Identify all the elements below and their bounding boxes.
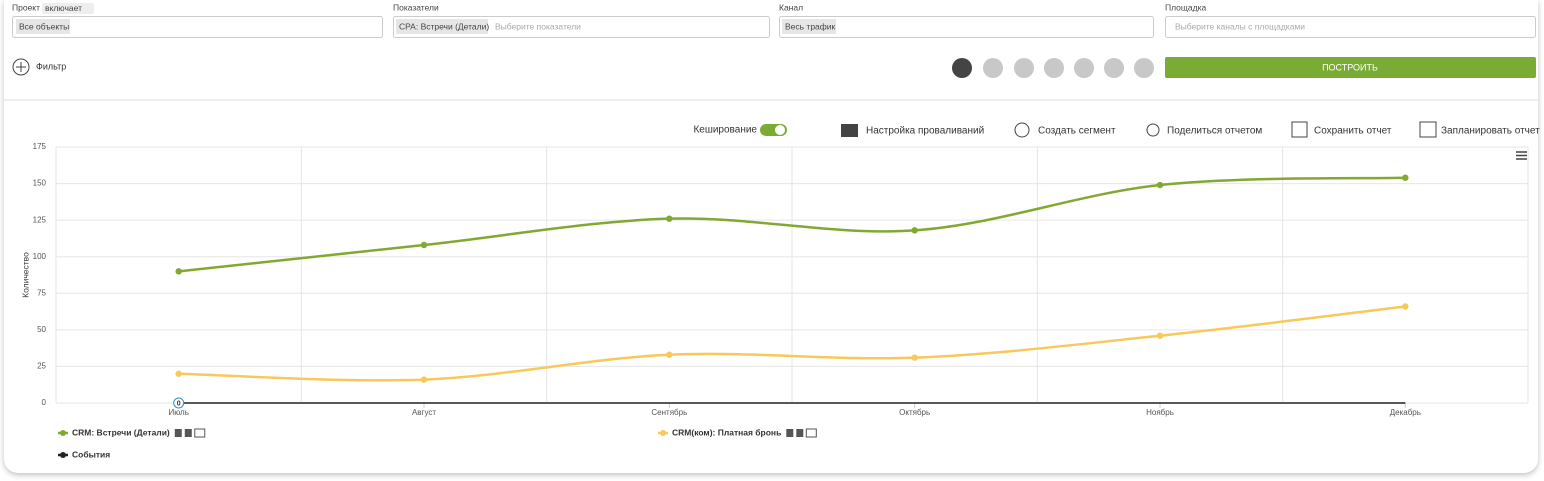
placeholder: Выберите показатели — [495, 21, 581, 31]
series-line — [178, 176, 1406, 273]
toolbar-item[interactable]: Сохранить отчет — [1314, 126, 1392, 137]
y-axis-title: Количество — [20, 252, 30, 298]
legend-label[interactable]: События — [72, 449, 110, 459]
point — [1156, 332, 1164, 339]
x-tick-label: Ноябрь — [1146, 408, 1174, 417]
legend-type-icon[interactable] — [805, 428, 817, 438]
tag-text: CPA: Встречи (Детали) — [399, 21, 489, 31]
toolbar-icon — [841, 124, 858, 137]
x-tick-label: Октябрь — [899, 408, 930, 417]
point — [175, 370, 182, 377]
x-tick-label: Август — [412, 408, 436, 417]
toolbar-item[interactable]: Поделиться отчетом — [1167, 126, 1262, 137]
y-tick-label: 25 — [37, 362, 46, 371]
tag — [396, 19, 488, 34]
chart-icon[interactable] — [1014, 58, 1034, 78]
chart-type-icons — [952, 58, 1154, 78]
legend-type-icon[interactable] — [796, 429, 804, 437]
y-tick-label: 75 — [37, 288, 46, 297]
select[interactable] — [12, 16, 383, 38]
chart-menu[interactable] — [1516, 151, 1527, 160]
legend-type-icon[interactable] — [174, 429, 182, 437]
toolbar-item[interactable]: Создать сегмент — [1038, 126, 1116, 137]
add-filter-icon[interactable] — [12, 58, 30, 76]
y-tick-label: 50 — [37, 325, 46, 334]
qualifier-select[interactable] — [42, 3, 94, 14]
filters: Проект включает Все объекты Показатели C… — [12, 2, 1536, 38]
tag — [782, 19, 836, 34]
legend-dot — [660, 430, 666, 436]
point — [911, 227, 918, 234]
select[interactable] — [1165, 16, 1536, 38]
legend-dot — [60, 452, 66, 458]
x-tick-label: Июль — [168, 408, 188, 417]
y-tick-label: 125 — [33, 215, 47, 224]
placeholder: Выберите каналы с площадками — [1175, 21, 1305, 31]
legend-dot — [60, 430, 66, 436]
x-tick-label: Декабрь — [1390, 408, 1421, 417]
filter-label: Проект — [12, 2, 40, 12]
point — [1402, 174, 1409, 181]
point — [420, 241, 428, 249]
legend-label[interactable]: CRM: Встречи (Детали) — [72, 427, 170, 437]
filter-label: Канал — [779, 2, 803, 12]
event-marker[interactable] — [173, 397, 185, 409]
filter-button[interactable]: Фильтр — [36, 61, 66, 71]
chart-icon[interactable] — [983, 58, 1003, 78]
point — [666, 351, 673, 358]
toolbar-icon — [1014, 122, 1030, 138]
legend-type-icon[interactable] — [184, 429, 192, 437]
filter-label: Площадка — [1165, 2, 1206, 12]
y-tick-label: 100 — [33, 252, 47, 261]
chart-icon[interactable] — [1134, 58, 1154, 78]
legend-type-icon[interactable] — [194, 428, 206, 438]
toolbar-icon — [1146, 123, 1160, 137]
toolbar-icon — [1419, 121, 1437, 138]
chart-icon[interactable] — [1104, 58, 1124, 78]
legend-label[interactable]: CRM(ком): Платная бронь — [672, 427, 781, 437]
point — [911, 354, 918, 361]
toolbar-icon — [1291, 121, 1308, 138]
x-tick-label: Сентябрь — [651, 408, 687, 417]
point — [1156, 181, 1164, 189]
chart-icon[interactable] — [1044, 58, 1064, 78]
plus — [16, 62, 26, 72]
toolbar-item[interactable]: Настройка проваливаний — [866, 126, 984, 137]
point — [1402, 303, 1409, 310]
select[interactable] — [779, 16, 1154, 38]
point — [420, 376, 428, 383]
y-tick-label: 150 — [33, 179, 47, 188]
y-tick-label: 0 — [42, 398, 47, 407]
event-label: 0 — [177, 400, 181, 407]
tag-text: Все объекты — [19, 21, 69, 31]
tag-text: Весь трафик — [785, 21, 836, 31]
toolbar-item[interactable]: Запланировать отчет — [1441, 126, 1540, 137]
filter-label: Показатели — [393, 2, 439, 12]
tag — [16, 19, 70, 34]
series-line — [178, 305, 1406, 382]
caching-label: Кеширование — [693, 125, 757, 136]
chart-icon[interactable] — [1074, 58, 1094, 78]
toggle-knob — [775, 125, 785, 135]
filter-qualifier[interactable]: включает — [45, 3, 82, 13]
point — [666, 215, 673, 222]
build-button-text[interactable]: ПОСТРОИТЬ — [1322, 62, 1378, 72]
point — [175, 268, 182, 275]
build-button[interactable] — [1165, 57, 1536, 78]
y-tick-label: 175 — [33, 142, 47, 151]
legend-type-icon[interactable] — [786, 429, 794, 437]
chart-icon[interactable] — [952, 58, 972, 78]
